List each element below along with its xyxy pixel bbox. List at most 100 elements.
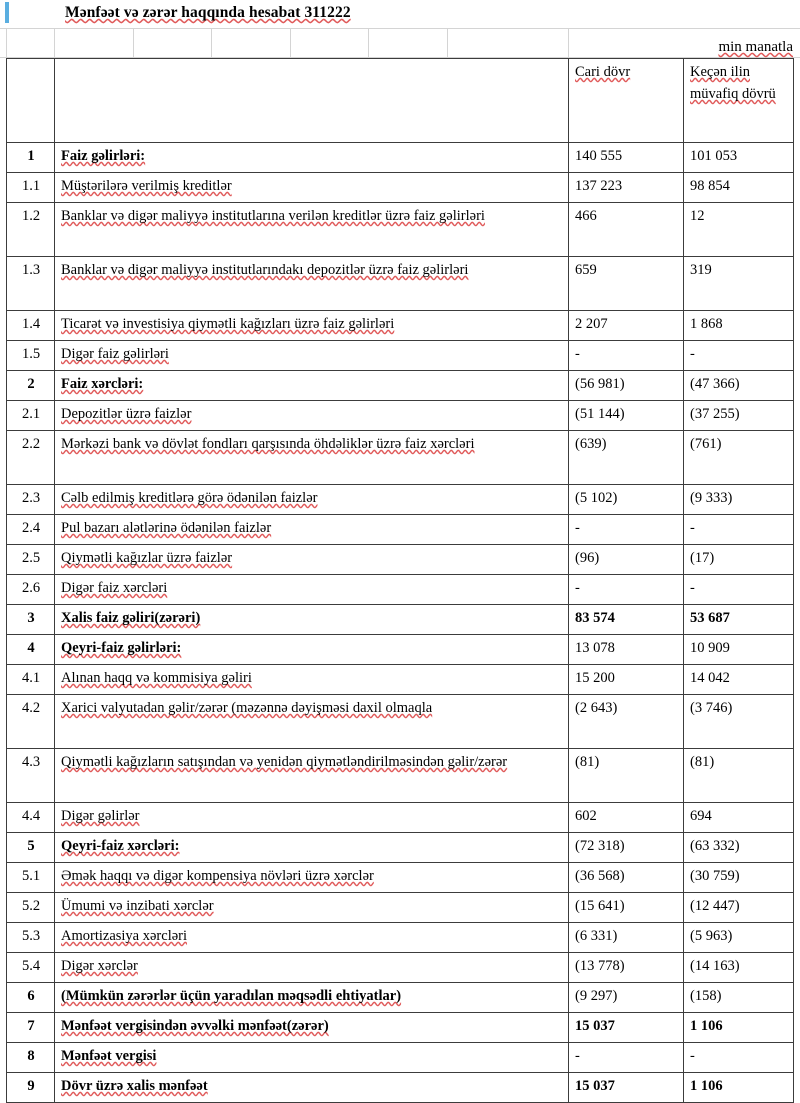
table-row: 4 Qeyri-faiz gəlirləri: 13 078 10 909 — [6, 634, 794, 665]
row-label: (Mümkün zərərlər üçün yaradılan məqsədli… — [54, 982, 569, 1013]
profit-and-loss-table: Cari dövr Keçən ilin müvafiq dövrü 1 Faiz… — [6, 58, 794, 1103]
row-index: 3 — [6, 604, 55, 635]
row-index: 7 — [6, 1012, 55, 1043]
row-index: 2.2 — [6, 430, 55, 485]
row-current-value: (72 318) — [568, 832, 684, 863]
table-header: Cari dövr Keçən ilin müvafiq dövrü — [6, 58, 794, 143]
row-label: Alınan haqq və kommisiya gəliri — [54, 664, 569, 695]
table-row: 1 Faiz gəlirləri: 140 555 101 053 — [6, 142, 794, 173]
row-current-value: (56 981) — [568, 370, 684, 401]
row-label: Amortizasiya xərcləri — [54, 922, 569, 953]
table-row: 6 (Mümkün zərərlər üçün yaradılan məqsədl… — [6, 982, 794, 1013]
row-previous-value: (158) — [683, 982, 794, 1013]
row-previous-value: 319 — [683, 256, 794, 311]
row-current-value: 602 — [568, 802, 684, 833]
row-label: Xalis faiz gəliri(zərəri) — [54, 604, 569, 635]
row-label: Faiz xərcləri: — [54, 370, 569, 401]
row-current-value: - — [568, 514, 684, 545]
row-current-value: 15 037 — [568, 1012, 684, 1043]
row-previous-value: 1 868 — [683, 310, 794, 341]
row-index: 2.3 — [6, 484, 55, 515]
header-current-period: Cari dövr — [568, 58, 684, 143]
header-previous-period: Keçən ilin müvafiq dövrü — [683, 58, 794, 143]
row-label: Ticarət və investisiya qiymətli kağızlar… — [54, 310, 569, 341]
table-row: 4.2 Xarici valyutadan gəlir/zərər (məzənn… — [6, 694, 794, 749]
row-previous-value: (14 163) — [683, 952, 794, 983]
header-index-blank — [6, 58, 55, 143]
row-label: Qiymətli kağızların satışından və yenidə… — [54, 748, 569, 803]
row-label: Digər gəlirlər — [54, 802, 569, 833]
row-index: 1 — [6, 142, 55, 173]
header-label-blank — [54, 58, 569, 143]
row-label: Müştərilərə verilmiş kreditlər — [54, 172, 569, 203]
row-current-value: 466 — [568, 202, 684, 257]
row-index: 1.1 — [6, 172, 55, 203]
row-previous-value: (17) — [683, 544, 794, 575]
unit-note: min manatla — [718, 39, 793, 55]
grid-divider — [290, 29, 291, 57]
row-label: Qiymətli kağızlar üzrə faizlər — [54, 544, 569, 575]
table-row: 3 Xalis faiz gəliri(zərəri) 83 574 53 687 — [6, 604, 794, 635]
table-row: 5.4 Digər xərclər (13 778) (14 163) — [6, 952, 794, 983]
row-current-value: (36 568) — [568, 862, 684, 893]
row-label: Mənfəət vergisindən əvvəlki mənfəət(zərə… — [54, 1012, 569, 1043]
grid-divider — [54, 29, 55, 57]
row-label: Mənfəət vergisi — [54, 1042, 569, 1073]
row-previous-value: (30 759) — [683, 862, 794, 893]
table-row: 2.1 Depozitlər üzrə faizlər (51 144) (37 25… — [6, 400, 794, 431]
row-index: 5.3 — [6, 922, 55, 953]
row-previous-value: (761) — [683, 430, 794, 485]
row-current-value: (639) — [568, 430, 684, 485]
row-previous-value: 101 053 — [683, 142, 794, 173]
table-row: 1.2 Banklar və digər maliyyə institutları… — [6, 202, 794, 257]
grid-divider — [368, 29, 369, 57]
row-index: 2.6 — [6, 574, 55, 605]
row-previous-value: - — [683, 1042, 794, 1073]
row-current-value: - — [568, 574, 684, 605]
row-current-value: (2 643) — [568, 694, 684, 749]
table-row: 1.1 Müştərilərə verilmiş kreditlər 137 223… — [6, 172, 794, 203]
row-index: 1.5 — [6, 340, 55, 371]
row-current-value: (13 778) — [568, 952, 684, 983]
grid-divider — [133, 29, 134, 57]
row-previous-value: 12 — [683, 202, 794, 257]
row-current-value: (81) — [568, 748, 684, 803]
grid-divider — [447, 29, 448, 57]
table-row: 5 Qeyri-faiz xərcləri: (72 318) (63 332) — [6, 832, 794, 863]
row-previous-value: 53 687 — [683, 604, 794, 635]
table-row: 1.4 Ticarət və investisiya qiymətli kağız… — [6, 310, 794, 341]
row-previous-value: 694 — [683, 802, 794, 833]
row-previous-value: 1 106 — [683, 1012, 794, 1043]
row-current-value: 2 207 — [568, 310, 684, 341]
row-label: Qeyri-faiz gəlirləri: — [54, 634, 569, 665]
table-row: 4.3 Qiymətli kağızların satışından və yen… — [6, 748, 794, 803]
grid-divider — [6, 29, 7, 57]
row-label: Banklar və digər maliyyə institutlarına … — [54, 202, 569, 257]
table-row: 2.2 Mərkəzi bank və dövlət fondları qarşı… — [6, 430, 794, 485]
row-label: Qeyri-faiz xərcləri: — [54, 832, 569, 863]
table-row: 2.4 Pul bazarı alətlərinə ödənilən faizlə… — [6, 514, 794, 545]
spreadsheet-spacer-row: min manatla — [0, 28, 800, 58]
row-current-value: 137 223 — [568, 172, 684, 203]
table-row: 2 Faiz xərcləri: (56 981) (47 366) — [6, 370, 794, 401]
table-row: 8 Mənfəət vergisi - - — [6, 1042, 794, 1073]
row-current-value: - — [568, 340, 684, 371]
table-row: 7 Mənfəət vergisindən əvvəlki mənfəət(zər… — [6, 1012, 794, 1043]
row-label: Banklar və digər maliyyə institutlarında… — [54, 256, 569, 311]
row-current-value: 15 037 — [568, 1072, 684, 1103]
row-previous-value: (3 746) — [683, 694, 794, 749]
row-label: Digər faiz gəlirləri — [54, 340, 569, 371]
row-label: Əmək haqqı və digər kompensiya növləri ü… — [54, 862, 569, 893]
row-label: Mərkəzi bank və dövlət fondları qarşısın… — [54, 430, 569, 485]
table-row: 2.3 Cəlb edilmiş kreditlərə görə ödənilən… — [6, 484, 794, 515]
row-previous-value: (12 447) — [683, 892, 794, 923]
row-previous-value: (81) — [683, 748, 794, 803]
row-index: 1.3 — [6, 256, 55, 311]
row-index: 1.4 — [6, 310, 55, 341]
row-index: 6 — [6, 982, 55, 1013]
row-previous-value: 14 042 — [683, 664, 794, 695]
table-row: 9 Dövr üzrə xalis mənfəət 15 037 1 106 — [6, 1072, 794, 1103]
row-index: 2.4 — [6, 514, 55, 545]
row-previous-value: (63 332) — [683, 832, 794, 863]
row-current-value: - — [568, 1042, 684, 1073]
